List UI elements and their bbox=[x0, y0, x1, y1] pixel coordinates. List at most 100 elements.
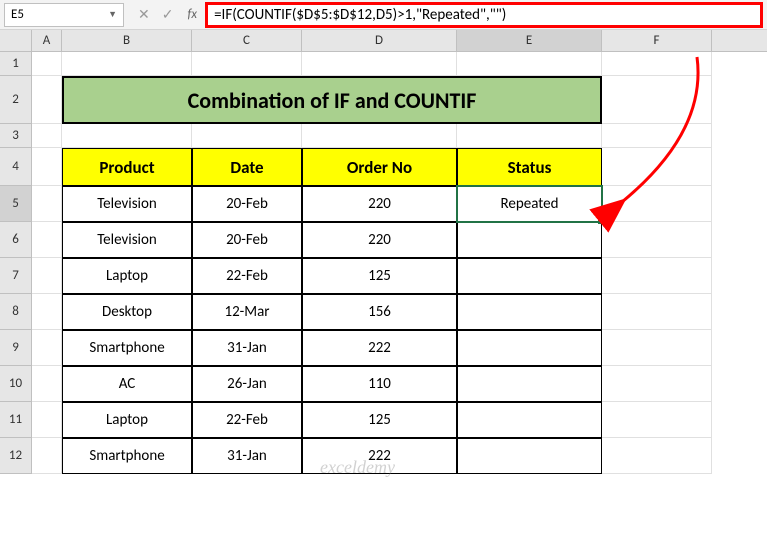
table-cell-product[interactable]: Laptop bbox=[62, 258, 192, 294]
formula-input[interactable]: =IF(COUNTIF($D$5:$D$12,D5)>1,"Repeated",… bbox=[205, 2, 763, 28]
table-cell-date[interactable]: 22-Feb bbox=[192, 402, 302, 438]
cell[interactable] bbox=[602, 330, 712, 366]
cancel-icon[interactable]: ✕ bbox=[138, 6, 150, 23]
table-cell-product[interactable]: Laptop bbox=[62, 402, 192, 438]
formula-bar: E5 ▼ ✕ ✓ fx =IF(COUNTIF($D$5:$D$12,D5)>1… bbox=[0, 0, 767, 30]
cell[interactable] bbox=[32, 124, 62, 148]
table-cell-order[interactable]: 110 bbox=[302, 366, 457, 402]
row-header-9[interactable]: 9 bbox=[0, 330, 32, 366]
table-cell-product[interactable]: AC bbox=[62, 366, 192, 402]
table-cell-date[interactable]: 20-Feb bbox=[192, 222, 302, 258]
check-icon[interactable]: ✓ bbox=[162, 6, 174, 23]
table-cell-status[interactable]: Repeated bbox=[457, 186, 602, 222]
cell[interactable] bbox=[602, 52, 712, 76]
table-cell-product[interactable]: Desktop bbox=[62, 294, 192, 330]
row-header-1[interactable]: 1 bbox=[0, 52, 32, 76]
header-status[interactable]: Status bbox=[457, 148, 602, 186]
cell[interactable] bbox=[32, 438, 62, 474]
cell[interactable] bbox=[602, 402, 712, 438]
table-cell-order[interactable]: 220 bbox=[302, 222, 457, 258]
cell[interactable] bbox=[192, 124, 302, 148]
table-cell-date[interactable]: 26-Jan bbox=[192, 366, 302, 402]
table-cell-order[interactable]: 222 bbox=[302, 330, 457, 366]
table-cell-product[interactable]: Smartphone bbox=[62, 438, 192, 474]
cell[interactable] bbox=[62, 52, 192, 76]
cell[interactable] bbox=[192, 52, 302, 76]
col-header-B[interactable]: B bbox=[62, 30, 192, 51]
table-cell-order[interactable]: 125 bbox=[302, 258, 457, 294]
table-cell-status[interactable] bbox=[457, 366, 602, 402]
row-header-10[interactable]: 10 bbox=[0, 366, 32, 402]
cell[interactable] bbox=[62, 124, 192, 148]
cell[interactable] bbox=[32, 402, 62, 438]
cell[interactable] bbox=[602, 148, 712, 186]
formula-text: =IF(COUNTIF($D$5:$D$12,D5)>1,"Repeated",… bbox=[214, 6, 506, 24]
cell[interactable] bbox=[32, 294, 62, 330]
cell[interactable] bbox=[602, 294, 712, 330]
cell[interactable] bbox=[602, 222, 712, 258]
name-box[interactable]: E5 ▼ bbox=[4, 3, 124, 27]
cell[interactable] bbox=[32, 76, 62, 124]
cell[interactable] bbox=[457, 124, 602, 148]
table-cell-date[interactable]: 31-Jan bbox=[192, 438, 302, 474]
col-header-C[interactable]: C bbox=[192, 30, 302, 51]
table-cell-date[interactable]: 20-Feb bbox=[192, 186, 302, 222]
cell[interactable] bbox=[457, 52, 602, 76]
table-cell-product[interactable]: Television bbox=[62, 186, 192, 222]
table-cell-status[interactable] bbox=[457, 222, 602, 258]
table-cell-order[interactable]: 220 bbox=[302, 186, 457, 222]
row-header-7[interactable]: 7 bbox=[0, 258, 32, 294]
table-cell-product[interactable]: Smartphone bbox=[62, 330, 192, 366]
fx-icon[interactable]: fx bbox=[187, 7, 205, 22]
col-header-A[interactable]: A bbox=[32, 30, 62, 51]
cell[interactable] bbox=[32, 52, 62, 76]
cell[interactable] bbox=[602, 186, 712, 222]
cell[interactable] bbox=[32, 366, 62, 402]
cell[interactable] bbox=[32, 186, 62, 222]
formula-controls: ✕ ✓ bbox=[124, 6, 187, 23]
row-header-2[interactable]: 2 bbox=[0, 76, 32, 124]
table-cell-status[interactable] bbox=[457, 438, 602, 474]
title-cell[interactable]: Combination of IF and COUNTIF bbox=[62, 76, 602, 124]
table-cell-status[interactable] bbox=[457, 258, 602, 294]
cell[interactable] bbox=[602, 124, 712, 148]
header-order[interactable]: Order No bbox=[302, 148, 457, 186]
cell[interactable] bbox=[302, 124, 457, 148]
cell[interactable] bbox=[602, 366, 712, 402]
row-header-11[interactable]: 11 bbox=[0, 402, 32, 438]
row-header-3[interactable]: 3 bbox=[0, 124, 32, 148]
table-cell-order[interactable]: 156 bbox=[302, 294, 457, 330]
row-header-4[interactable]: 4 bbox=[0, 148, 32, 186]
header-product[interactable]: Product bbox=[62, 148, 192, 186]
table-cell-order[interactable]: 125 bbox=[302, 402, 457, 438]
cell[interactable] bbox=[602, 258, 712, 294]
row-header-8[interactable]: 8 bbox=[0, 294, 32, 330]
header-date[interactable]: Date bbox=[192, 148, 302, 186]
row-header-5[interactable]: 5 bbox=[0, 186, 32, 222]
cell[interactable] bbox=[32, 258, 62, 294]
cells-area[interactable]: Combination of IF and COUNTIF Product Da… bbox=[32, 52, 767, 474]
cell[interactable] bbox=[32, 330, 62, 366]
table-cell-date[interactable]: 31-Jan bbox=[192, 330, 302, 366]
cell[interactable] bbox=[32, 148, 62, 186]
table-cell-product[interactable]: Television bbox=[62, 222, 192, 258]
table-cell-date[interactable]: 12-Mar bbox=[192, 294, 302, 330]
row-headers: 1 2 3 4 5 6 7 8 9 10 11 12 bbox=[0, 52, 32, 474]
cell[interactable] bbox=[32, 222, 62, 258]
select-all-corner[interactable] bbox=[0, 30, 32, 51]
sheet-title: Combination of IF and COUNTIF bbox=[188, 87, 477, 114]
chevron-down-icon[interactable]: ▼ bbox=[108, 9, 117, 20]
cell[interactable] bbox=[302, 52, 457, 76]
cell[interactable] bbox=[602, 438, 712, 474]
col-header-D[interactable]: D bbox=[302, 30, 457, 51]
row-header-6[interactable]: 6 bbox=[0, 222, 32, 258]
col-header-E[interactable]: E bbox=[457, 30, 602, 51]
table-cell-status[interactable] bbox=[457, 330, 602, 366]
table-cell-status[interactable] bbox=[457, 294, 602, 330]
row-header-12[interactable]: 12 bbox=[0, 438, 32, 474]
table-cell-date[interactable]: 22-Feb bbox=[192, 258, 302, 294]
table-cell-order[interactable]: 222 bbox=[302, 438, 457, 474]
cell[interactable] bbox=[602, 76, 712, 124]
table-cell-status[interactable] bbox=[457, 402, 602, 438]
col-header-F[interactable]: F bbox=[602, 30, 712, 51]
